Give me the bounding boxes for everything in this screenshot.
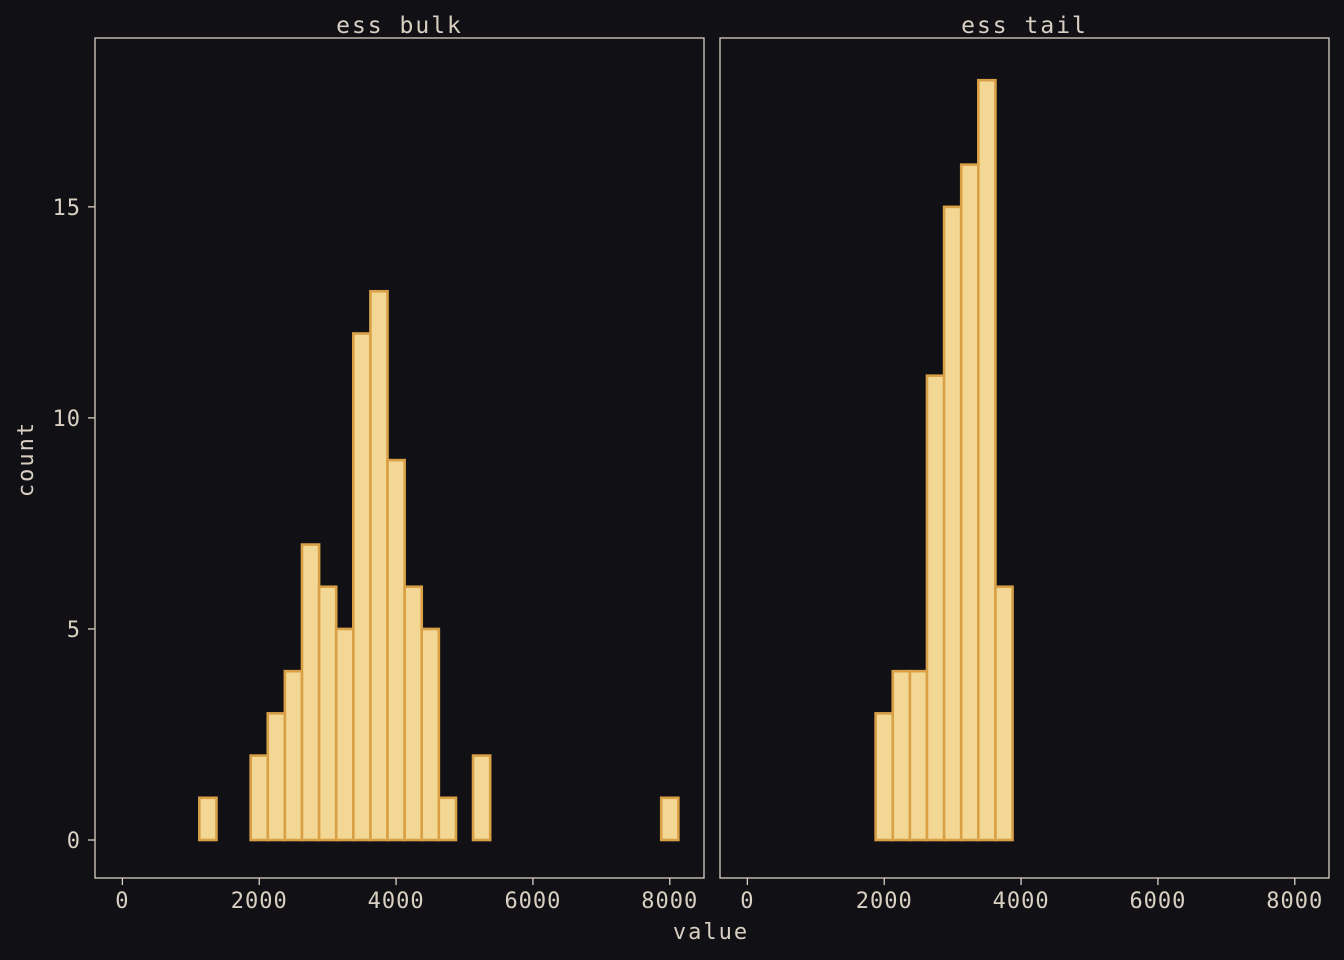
histogram-bar [994, 585, 1014, 842]
panel-border [719, 37, 1330, 879]
x-tick-label: 2000 [231, 889, 288, 914]
x-tick-label: 4000 [368, 889, 425, 914]
x-tick-label: 0 [115, 889, 129, 914]
histogram-bar [908, 669, 929, 842]
histogram-bar [300, 543, 321, 842]
y-tick-label: 10 [53, 407, 82, 432]
histogram-bar [249, 754, 270, 842]
x-axis-label: value [673, 920, 749, 945]
y-axis-label: count [14, 421, 39, 497]
histogram-bar [386, 458, 406, 842]
histogram-bar [420, 627, 441, 842]
histogram-bar [283, 669, 304, 842]
y-tick-label: 0 [67, 829, 81, 854]
panel-border [94, 37, 705, 879]
histogram-bar [874, 712, 895, 842]
x-tick-label: 4000 [993, 889, 1050, 914]
histogram-bar [471, 754, 492, 842]
histogram-bar [942, 205, 963, 842]
histogram-bar [403, 585, 424, 842]
histogram-bar [437, 796, 458, 842]
histogram-bar [977, 78, 997, 842]
facet-panel-ess-bulk: ess_bulk 0 2000 4000 6000 8000 [94, 13, 705, 914]
histogram-bar [352, 332, 372, 842]
histogram-bar [891, 669, 912, 842]
x-tick-label: 8000 [641, 889, 698, 914]
y-tick-label: 15 [53, 196, 82, 221]
x-tick-label: 2000 [856, 889, 913, 914]
x-tick-label: 6000 [1129, 889, 1186, 914]
histogram-bar [334, 627, 355, 842]
x-tick-label: 8000 [1266, 889, 1323, 914]
histogram-bar [266, 712, 287, 842]
facet-title: ess_tail [961, 13, 1088, 39]
x-tick-label: 0 [740, 889, 754, 914]
histogram-bar [317, 585, 338, 842]
histogram-bar [925, 374, 946, 842]
facet-panel-ess-tail: ess_tail 0 2000 4000 6000 8000 [719, 13, 1330, 914]
facet-title: ess_bulk [336, 13, 463, 39]
x-tick-label: 6000 [504, 889, 561, 914]
histogram-bar [198, 796, 218, 842]
histogram-bar [659, 796, 680, 842]
histogram-bar [959, 163, 980, 842]
histogram-bar [369, 289, 389, 842]
y-tick-label: 5 [67, 618, 81, 643]
